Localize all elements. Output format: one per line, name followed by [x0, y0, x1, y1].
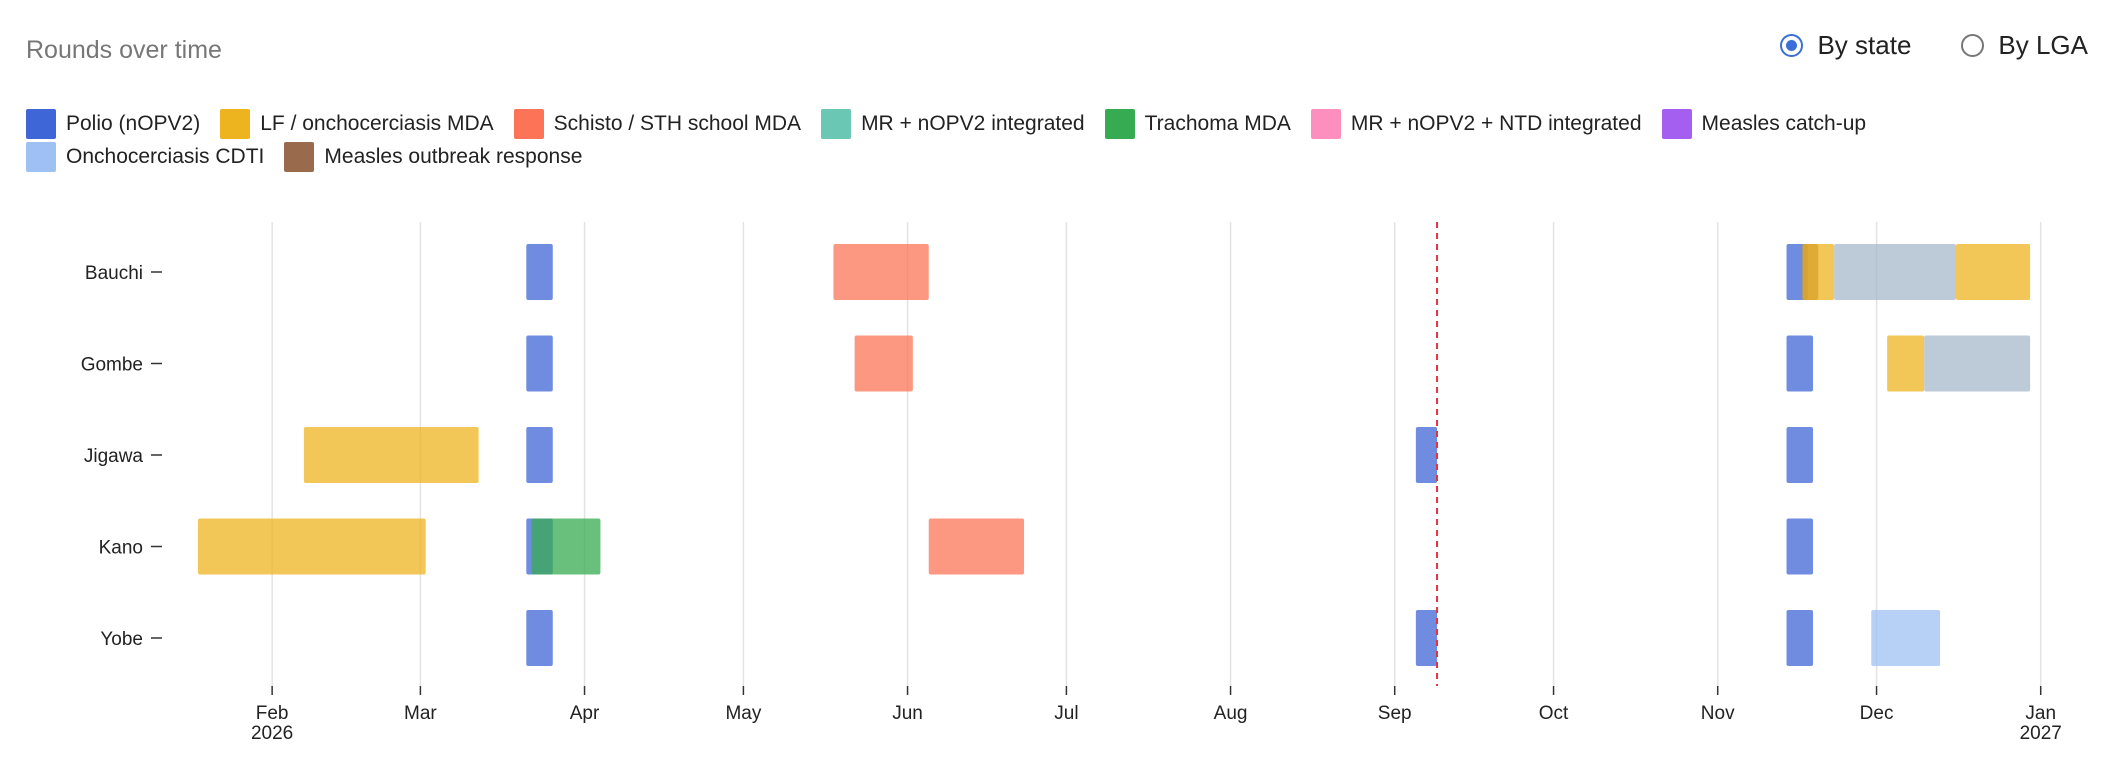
- legend-item[interactable]: Trachoma MDA: [1104, 108, 1291, 140]
- legend-label: Onchocerciasis CDTI: [66, 145, 265, 168]
- campaign-bar: [1802, 244, 1835, 300]
- legend-swatch: [220, 109, 251, 139]
- chart-title: Rounds over time: [26, 36, 222, 64]
- radio-unselected-icon[interactable]: [1961, 34, 1985, 57]
- campaign-bar: [1786, 610, 1814, 666]
- x-tick-label: Mar: [404, 703, 437, 724]
- row-label: Gombe: [81, 355, 143, 376]
- campaign-bar: [1924, 335, 2031, 392]
- by-lga-radio[interactable]: By LGA: [1961, 30, 2088, 61]
- legend-item[interactable]: Measles catch-up: [1661, 108, 1867, 140]
- campaign-bar: [1955, 244, 2031, 300]
- legend-swatch: [513, 109, 544, 139]
- campaign-bar: [526, 427, 553, 483]
- legend-item[interactable]: Onchocerciasis CDTI: [26, 141, 264, 173]
- legend-item[interactable]: LF / onchocerciasis MDA: [220, 108, 494, 140]
- campaign-bar: [526, 335, 553, 392]
- legend: Polio (nOPV2) LF / onchocerciasis MDA Schi…: [26, 108, 2026, 173]
- campaign-bar: [833, 244, 929, 300]
- legend-label: MR + nOPV2 + NTD integrated: [1350, 112, 1642, 135]
- legend-item[interactable]: Polio (nOPV2): [26, 108, 200, 140]
- legend-swatch: [284, 142, 315, 172]
- campaign-bar: [1871, 610, 1941, 666]
- campaign-bar: [198, 518, 426, 575]
- campaign-bar: [1786, 335, 1814, 392]
- x-tick-label: Jul: [1054, 703, 1078, 724]
- legend-label: Polio (nOPV2): [66, 112, 201, 135]
- legend-label: Measles outbreak response: [324, 145, 583, 168]
- legend-swatch: [1310, 109, 1341, 139]
- campaign-bar: [1786, 518, 1814, 575]
- x-tick-year-label: 2026: [251, 723, 293, 744]
- x-tick-label: Oct: [1539, 703, 1569, 724]
- x-tick-label: Nov: [1701, 703, 1735, 724]
- campaign-bar: [526, 610, 553, 666]
- by-lga-label: By LGA: [1998, 30, 2088, 60]
- view-toggle: By state By LGA: [1780, 30, 2088, 61]
- legend-label: Schisto / STH school MDA: [553, 112, 802, 135]
- radio-selected-icon[interactable]: [1780, 34, 1804, 57]
- legend-swatch: [821, 109, 852, 139]
- legend-item[interactable]: Schisto / STH school MDA: [513, 108, 802, 140]
- legend-swatch: [26, 109, 56, 139]
- legend-item[interactable]: MR + nOPV2 integrated: [821, 108, 1085, 140]
- legend-item[interactable]: MR + nOPV2 + NTD integrated: [1310, 108, 1642, 140]
- row-label: Bauchi: [85, 263, 143, 284]
- x-tick-label: Dec: [1860, 703, 1894, 724]
- campaign-bar: [854, 335, 913, 392]
- campaign-bar: [1415, 610, 1438, 666]
- x-tick-label: Jun: [892, 703, 923, 724]
- by-state-radio[interactable]: By state: [1780, 30, 1911, 61]
- x-tick-year-label: 2027: [2020, 723, 2062, 744]
- campaign-bar: [1887, 335, 1925, 392]
- legend-swatch: [1104, 109, 1135, 139]
- campaign-bar: [303, 427, 479, 483]
- by-state-label: By state: [1817, 30, 1912, 60]
- legend-swatch: [1661, 109, 1692, 139]
- campaign-bar: [1786, 427, 1814, 483]
- row-label: Kano: [99, 538, 143, 559]
- x-tick-label: Aug: [1214, 703, 1248, 724]
- legend-label: LF / onchocerciasis MDA: [260, 112, 494, 135]
- row-label: Jigawa: [84, 446, 144, 467]
- x-tick-label: May: [725, 703, 761, 724]
- campaign-bar: [526, 244, 553, 300]
- legend-label: Measles catch-up: [1701, 112, 1867, 135]
- campaign-bar: [531, 518, 601, 575]
- x-tick-label: Apr: [570, 703, 600, 724]
- legend-item[interactable]: Measles outbreak response: [284, 141, 582, 173]
- legend-label: Trachoma MDA: [1144, 112, 1291, 135]
- campaign-bar: [1834, 244, 1956, 300]
- legend-label: MR + nOPV2 integrated: [861, 112, 1085, 135]
- x-tick-label: Sep: [1378, 703, 1412, 724]
- campaign-bar: [1415, 427, 1438, 483]
- legend-swatch: [26, 142, 56, 172]
- row-label: Yobe: [100, 629, 143, 650]
- x-tick-label: Jan: [2025, 703, 2056, 724]
- campaign-bar: [928, 518, 1025, 575]
- x-tick-label: Feb: [256, 703, 289, 724]
